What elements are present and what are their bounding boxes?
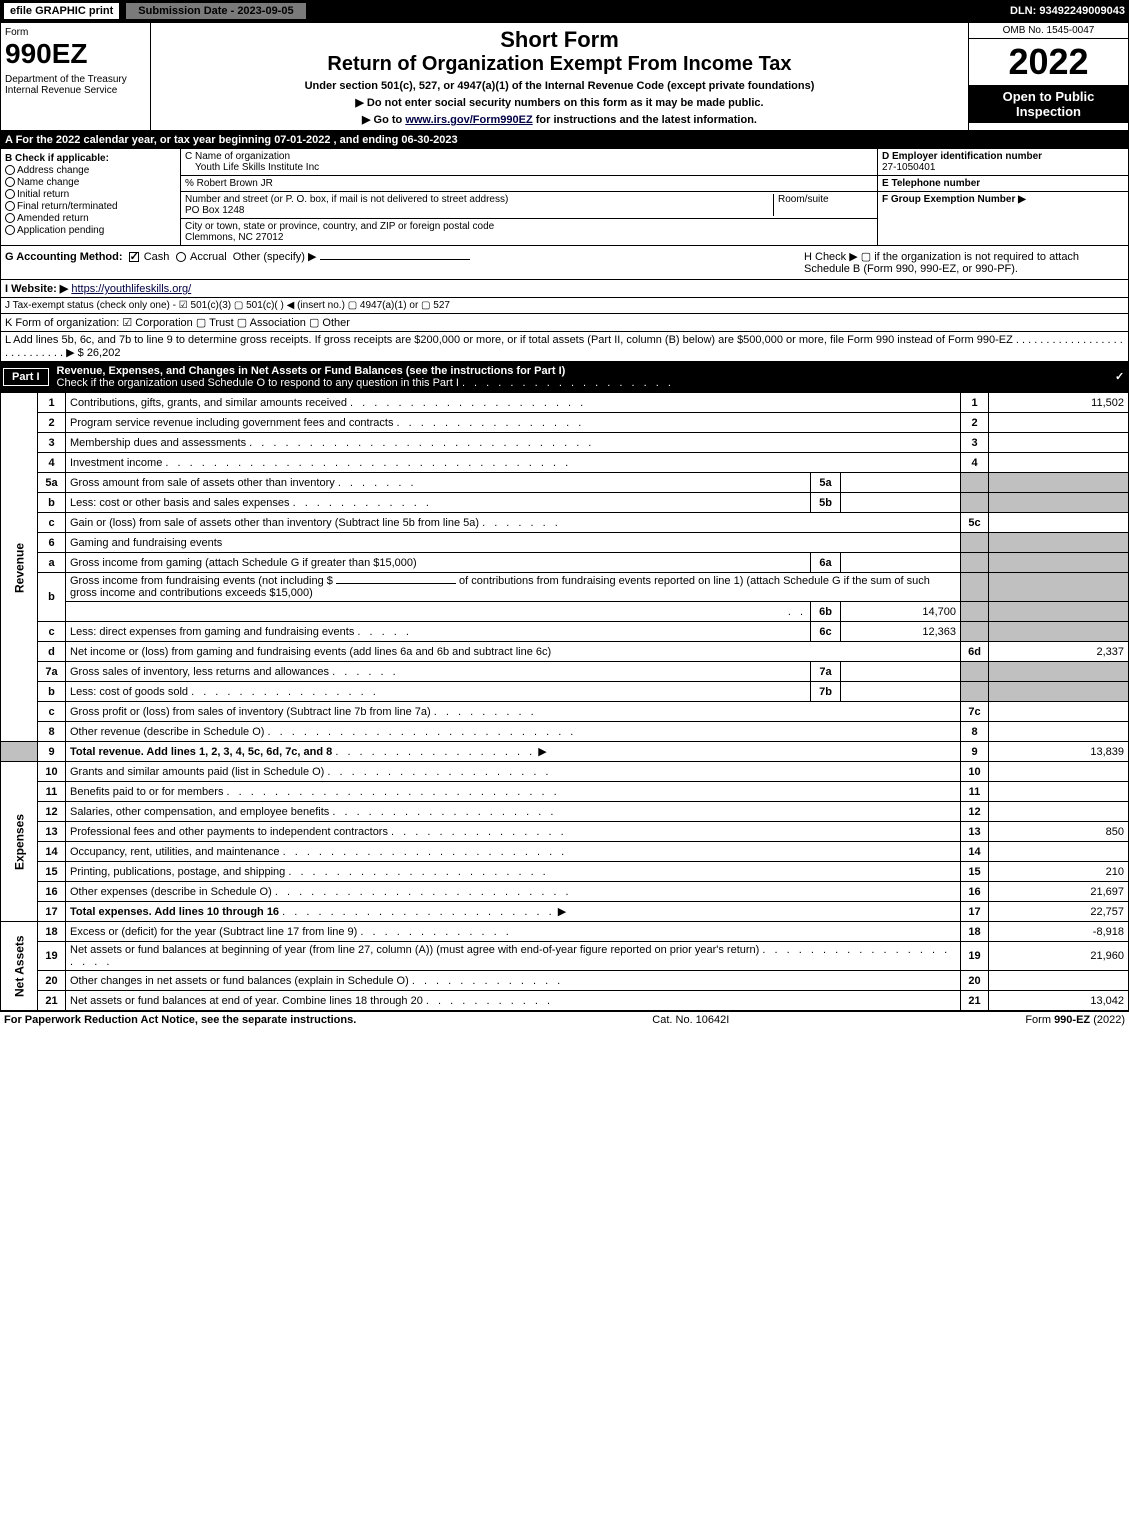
subtitle-ssn: ▶ Do not enter social security numbers o… (155, 96, 964, 109)
form-header: Form 990EZ Department of the Treasury In… (0, 22, 1129, 131)
column-c: C Name of organization Youth Life Skills… (181, 149, 878, 245)
room-suite: Room/suite (773, 194, 873, 216)
chk-amended[interactable] (5, 213, 15, 223)
i-label: I Website: ▶ (5, 283, 68, 295)
d-label: D Employer identification number (882, 151, 1042, 162)
care-of: % Robert Brown JR (181, 176, 877, 192)
city-label: City or town, state or province, country… (185, 221, 873, 232)
chk-cash[interactable] (129, 252, 139, 262)
website-link[interactable]: https://youthlifeskills.org/ (71, 283, 191, 295)
street: PO Box 1248 (185, 205, 773, 216)
ein: 27-1050401 (882, 162, 935, 173)
title-return: Return of Organization Exempt From Incom… (155, 53, 964, 76)
chk-accrual[interactable] (176, 252, 186, 262)
header-center: Short Form Return of Organization Exempt… (151, 23, 968, 130)
e-label: E Telephone number (882, 178, 980, 189)
subtitle-link: ▶ Go to www.irs.gov/Form990EZ for instru… (155, 113, 964, 126)
open-inspection: Open to Public Inspection (969, 85, 1128, 123)
form-number: 990EZ (5, 38, 146, 70)
street-label: Number and street (or P. O. box, if mail… (185, 194, 773, 205)
efile-label: efile GRAPHIC print (4, 3, 119, 19)
chk-schedule-o[interactable] (1114, 372, 1124, 382)
header-left: Form 990EZ Department of the Treasury In… (1, 23, 151, 130)
irs-link[interactable]: www.irs.gov/Form990EZ (405, 114, 532, 126)
row-j: J Tax-exempt status (check only one) - ☑… (0, 298, 1129, 314)
side-expenses: Expenses (1, 762, 38, 922)
g-label: G Accounting Method: (5, 251, 123, 263)
footer-left: For Paperwork Reduction Act Notice, see … (4, 1014, 356, 1026)
form-word: Form (5, 27, 146, 38)
l-text: L Add lines 5b, 6c, and 7b to line 9 to … (5, 334, 1123, 359)
department: Department of the Treasury Internal Reve… (5, 74, 146, 96)
dln-label: DLN: 93492249009043 (1010, 5, 1125, 17)
row-h: H Check ▶ ▢ if the organization is not r… (804, 250, 1124, 275)
omb-number: OMB No. 1545-0047 (969, 23, 1128, 39)
part-1-header: Part I Revenue, Expenses, and Changes in… (0, 362, 1129, 392)
chk-final[interactable] (5, 201, 15, 211)
f-label: F Group Exemption Number ▶ (882, 194, 1026, 205)
part-label: Part I (3, 368, 49, 386)
lines-table: Revenue 1Contributions, gifts, grants, a… (0, 392, 1129, 1011)
part-title: Revenue, Expenses, and Changes in Net As… (57, 365, 674, 389)
subtitle-code: Under section 501(c), 527, or 4947(a)(1)… (155, 80, 964, 92)
row-k: K Form of organization: ☑ Corporation ▢ … (0, 314, 1129, 332)
chk-initial[interactable] (5, 189, 15, 199)
section-a: A For the 2022 calendar year, or tax yea… (0, 131, 1129, 149)
sub3-pre: ▶ Go to (362, 114, 405, 126)
sub3-post: for instructions and the latest informat… (533, 114, 757, 126)
row-gh: G Accounting Method: Cash Accrual Other … (0, 246, 1129, 280)
org-name: Youth Life Skills Institute Inc (185, 162, 873, 173)
c-name-label: C Name of organization (185, 151, 873, 162)
footer-right: Form 990-EZ (2022) (1025, 1014, 1125, 1026)
column-de: D Employer identification number 27-1050… (878, 149, 1128, 245)
column-b: B Check if applicable: Address change Na… (1, 149, 181, 245)
submission-date: Submission Date - 2023-09-05 (125, 2, 306, 20)
top-bar: efile GRAPHIC print Submission Date - 20… (0, 0, 1129, 22)
side-revenue: Revenue (1, 393, 38, 742)
chk-name[interactable] (5, 177, 15, 187)
col-b-header: B Check if applicable: (5, 153, 109, 164)
title-short-form: Short Form (155, 27, 964, 53)
city: Clemmons, NC 27012 (185, 232, 873, 243)
l-amount: 26,202 (87, 347, 121, 359)
chk-address[interactable] (5, 165, 15, 175)
footer: For Paperwork Reduction Act Notice, see … (0, 1011, 1129, 1028)
tax-year: 2022 (969, 39, 1128, 85)
row-i: I Website: ▶ https://youthlifeskills.org… (0, 280, 1129, 298)
side-netassets: Net Assets (1, 922, 38, 1011)
info-grid: B Check if applicable: Address change Na… (0, 149, 1129, 246)
footer-center: Cat. No. 10642I (652, 1014, 729, 1026)
row-l: L Add lines 5b, 6c, and 7b to line 9 to … (0, 332, 1129, 362)
chk-pending[interactable] (5, 225, 15, 235)
header-right: OMB No. 1545-0047 2022 Open to Public In… (968, 23, 1128, 130)
